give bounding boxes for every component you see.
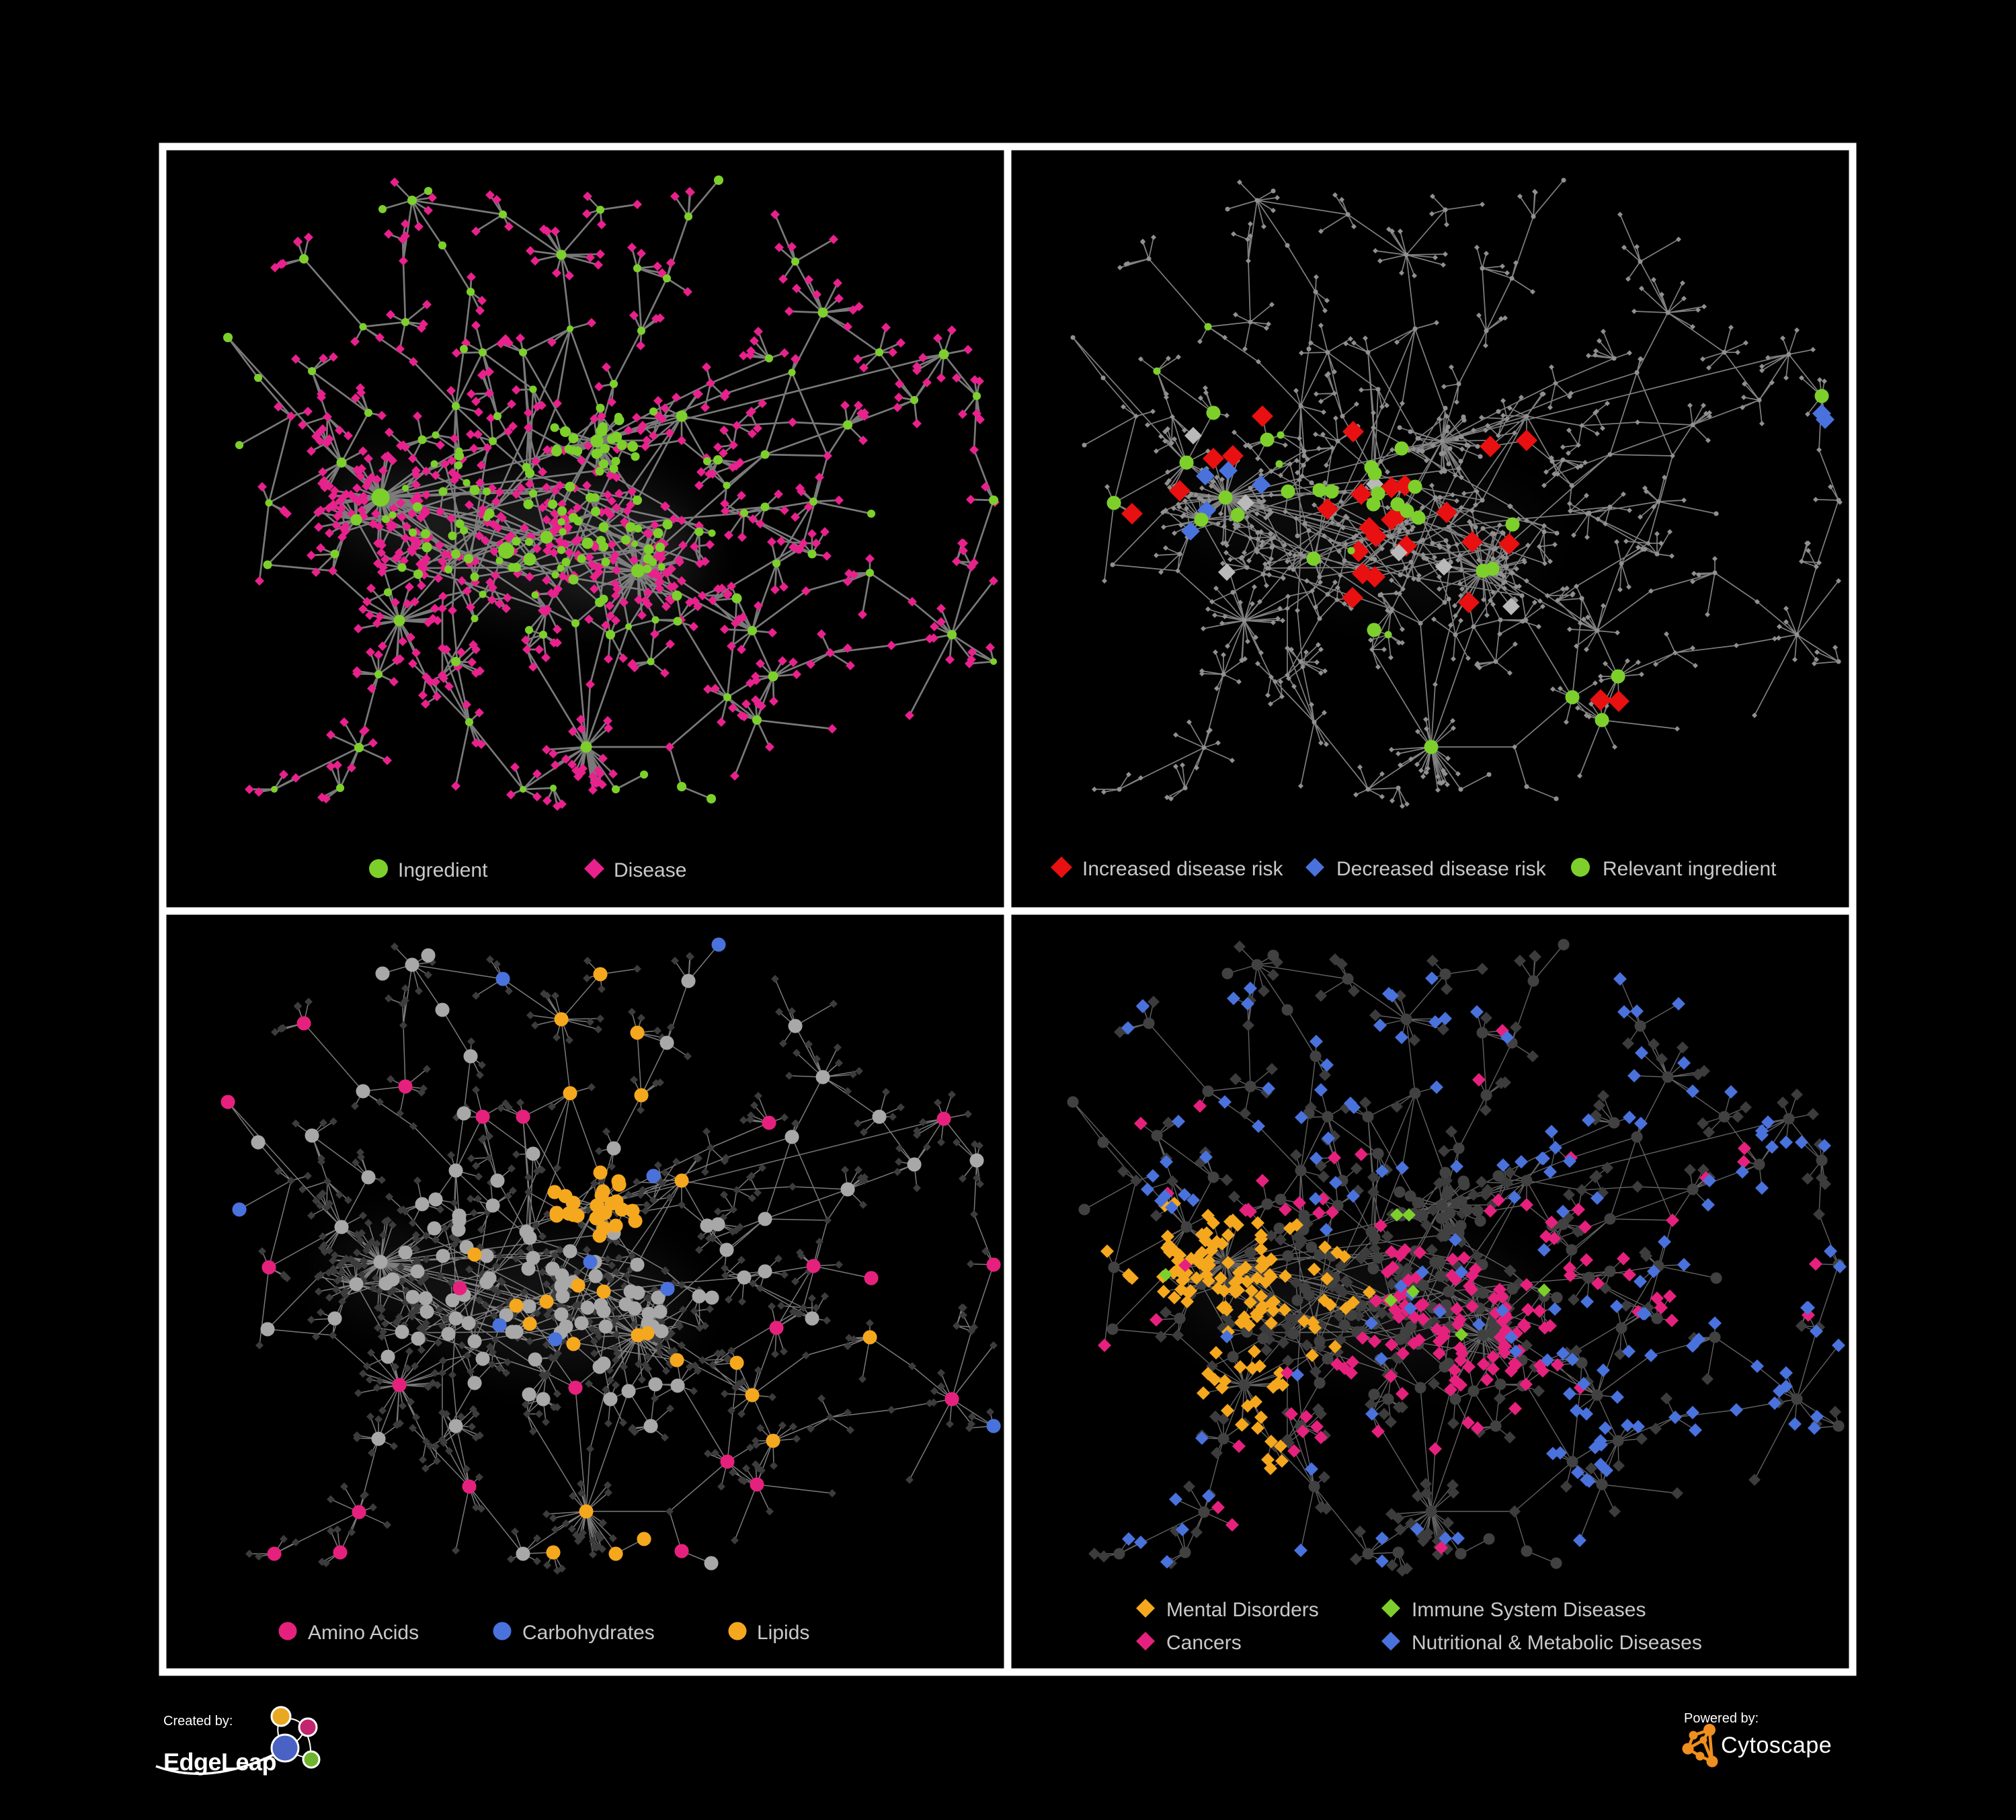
- svg-text:Disease: Disease: [614, 859, 686, 881]
- svg-text:Decreased disease risk: Decreased disease risk: [1336, 858, 1547, 880]
- svg-text:Relevant ingredient: Relevant ingredient: [1603, 858, 1777, 880]
- svg-text:Ingredient: Ingredient: [398, 859, 488, 881]
- svg-text:Lipids: Lipids: [757, 1622, 809, 1644]
- svg-text:Powered by:: Powered by:: [1684, 1711, 1759, 1726]
- svg-text:Nutritional & Metabolic Diseas: Nutritional & Metabolic Diseases: [1412, 1632, 1702, 1654]
- svg-text:Created by:: Created by:: [163, 1714, 233, 1729]
- svg-text:Cancers: Cancers: [1166, 1632, 1242, 1654]
- svg-text:Carbohydrates: Carbohydrates: [522, 1622, 655, 1644]
- svg-text:Amino Acids: Amino Acids: [308, 1622, 419, 1644]
- svg-text:Cytoscape: Cytoscape: [1721, 1733, 1832, 1758]
- svg-text:Immune System Diseases: Immune System Diseases: [1412, 1599, 1646, 1621]
- svg-text:Mental Disorders: Mental Disorders: [1166, 1599, 1319, 1621]
- svg-text:Increased disease risk: Increased disease risk: [1082, 858, 1283, 880]
